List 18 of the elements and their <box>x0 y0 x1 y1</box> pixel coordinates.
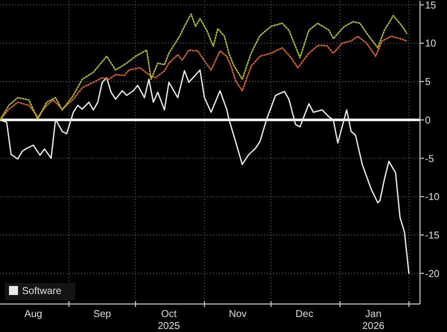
y-tick-label: 0 <box>425 115 431 126</box>
y-tick-label: -15 <box>425 230 440 242</box>
legend-label: Software <box>22 286 62 297</box>
x-tick-label: Jan 2026 <box>362 309 385 332</box>
x-tick-label: Aug <box>24 309 42 320</box>
line-series <box>0 13 408 121</box>
x-tick-label: Dec <box>296 309 314 320</box>
y-tick-label: 5 <box>425 77 431 88</box>
x-tick-label: Sep <box>93 309 112 320</box>
y-tick-label: -20 <box>425 268 440 280</box>
y-tick-label: -5 <box>425 154 434 165</box>
y-tick-label: 15 <box>425 0 437 12</box>
line-series <box>0 36 408 121</box>
y-tick-label: -10 <box>425 192 440 204</box>
x-tick-label: Nov <box>228 309 247 320</box>
line-series <box>0 69 410 274</box>
x-tick-label: Oct 2025 <box>158 309 180 332</box>
y-tick-label: 10 <box>425 38 437 50</box>
